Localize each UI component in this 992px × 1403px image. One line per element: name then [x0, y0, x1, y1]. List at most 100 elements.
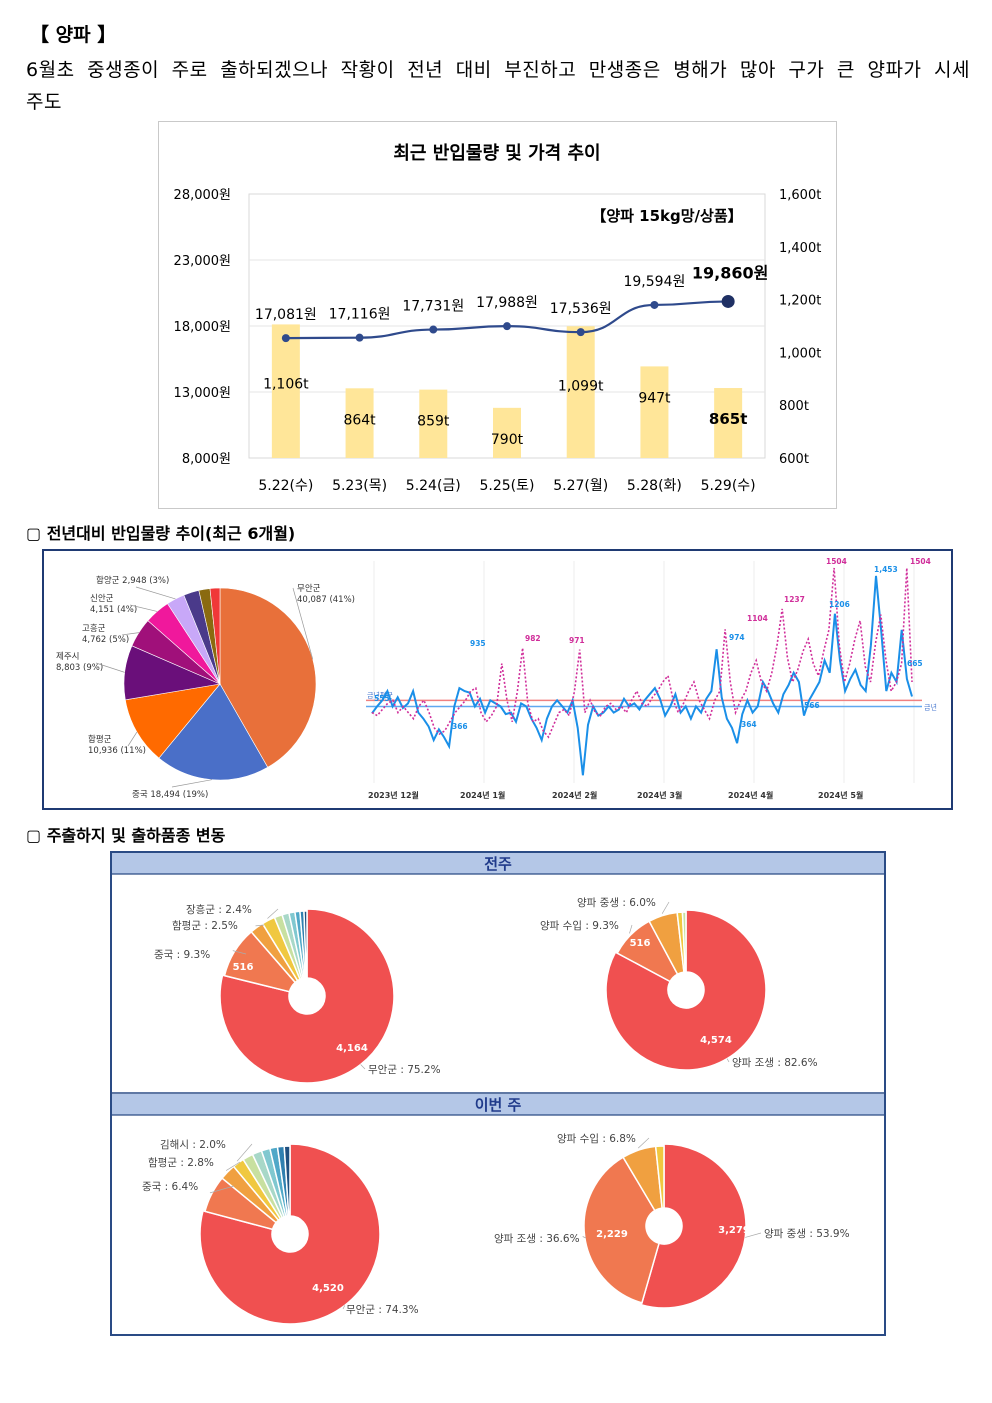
bar — [566, 326, 595, 458]
pie-slice — [124, 683, 221, 759]
pie-label-value: 4,151 (4%) — [90, 605, 137, 615]
donut-leader — [745, 1232, 762, 1238]
bar — [345, 388, 374, 458]
bar-value-label: 865t — [709, 410, 747, 428]
donut-leader — [342, 1305, 346, 1310]
donut-leader — [726, 1058, 730, 1063]
pie-slice — [158, 683, 269, 781]
donut-leader — [225, 1161, 241, 1171]
donut-leader — [661, 901, 670, 914]
category-label: 5.24(금) — [406, 478, 461, 494]
price-label: 17,081원 — [255, 307, 317, 323]
donut-leader — [629, 924, 633, 934]
left-tick-label: 28,000원 — [174, 188, 231, 203]
price-point — [650, 300, 659, 309]
pie-label-name: 제주시 — [56, 652, 79, 662]
line-annotation: 1237 — [784, 595, 805, 604]
donut-leader — [209, 1185, 235, 1194]
yoy-section-heading: ▢ 전년대비 반입물량 추이(최근 6개월) — [26, 524, 296, 543]
donut-label: 양파 수입 : 9.3% — [540, 919, 619, 932]
donut-value-label: 4,164 — [336, 1043, 368, 1054]
donut-value-label: 3,279 — [718, 1225, 750, 1236]
line-annotation: 974 — [729, 633, 745, 642]
donut-label: 장흥군 : 2.4% — [186, 903, 252, 916]
right-tick-label: 1,400t — [779, 241, 821, 256]
right-tick-label: 600t — [779, 452, 809, 467]
donut-label: 양파 중생 : 53.9% — [764, 1228, 850, 1240]
x-tick-label: 2024년 4월 — [728, 790, 773, 800]
yoy-volume-chart: 무안군 40,087 (41%) 중국 18,494 (19%) 함평군 10,936 … — [42, 549, 953, 810]
bar-value-label: 859t — [417, 414, 450, 430]
category-label: 5.25(토) — [480, 478, 535, 494]
reference-label: 금년평균 — [367, 690, 393, 699]
category-label: 5.27(월) — [553, 478, 608, 494]
pie-label-value: 8,803 (9%) — [56, 663, 103, 673]
line-annotation: 665 — [907, 659, 923, 668]
line-annotation: 555 — [374, 694, 390, 703]
pie-label-name: 고흥군 — [82, 623, 106, 634]
donut-leader — [255, 924, 265, 927]
x-tick-label: 2024년 2월 — [552, 790, 597, 800]
left-tick-label: 8,000원 — [182, 452, 231, 467]
left-tick-label: 23,000원 — [174, 254, 231, 269]
donut-slice — [583, 1156, 660, 1304]
donut-slice — [199, 1143, 381, 1325]
price-label: 19,594원 — [623, 274, 685, 290]
donut-slice — [640, 1143, 747, 1309]
bar — [493, 407, 521, 458]
donut-value-label: 516 — [233, 962, 254, 973]
pie-slice — [209, 587, 221, 685]
donut-slice — [219, 908, 395, 1084]
bar — [714, 388, 743, 458]
left-tick-label: 13,000원 — [174, 386, 231, 401]
bar — [640, 366, 669, 458]
donut-leader — [267, 908, 279, 919]
pie-label: 중국 18,494 (19%) — [132, 790, 208, 800]
bar-value-label: 947t — [638, 390, 671, 406]
category-label: 5.23(목) — [332, 478, 387, 494]
donut-value-label: 516 — [630, 938, 651, 949]
donut-leader — [232, 950, 247, 955]
panel-label: 전주 — [484, 855, 512, 873]
donut-slice — [303, 910, 308, 979]
right-tick-label: 800t — [779, 399, 809, 414]
donut-leader — [637, 1137, 650, 1149]
donut-label: 중국 : 9.3% — [154, 949, 210, 961]
pie-leader — [129, 604, 158, 612]
price-point — [503, 322, 511, 331]
pie-label: 함양군 2,948 (3%) — [96, 575, 169, 586]
donut-slice — [681, 911, 687, 973]
pie-label-value: 4,762 (5%) — [82, 635, 129, 645]
donut-label: 양파 조생 : 36.6% — [494, 1233, 580, 1245]
pie-label-value: 10,936 (11%) — [88, 746, 146, 756]
donut-value-label: 2,229 — [596, 1229, 628, 1240]
price-label: 17,116원 — [329, 307, 391, 323]
right-tick-label: 1,000t — [779, 346, 821, 361]
chart-title: 최근 반입물량 및 가격 추이 — [393, 142, 600, 164]
summary-text: 6월초 중생종이 주로 출하되겠으나 작황이 전년 대비 부진하고 만생종은 병… — [26, 59, 970, 113]
line-annotation: 364 — [741, 720, 757, 729]
bar-value-label: 1,099t — [558, 378, 604, 394]
donut-label: 무안군 : 75.2% — [368, 1064, 441, 1076]
section-title: 【 양파 】 — [30, 24, 117, 46]
x-tick-label: 2024년 5월 — [818, 790, 863, 800]
donut-slice — [605, 909, 767, 1071]
price-volume-svg: 최근 반입물량 및 가격 추이 【양파 15kg망/상품】 8,000원 13,000… — [174, 142, 822, 494]
panel-header-this — [112, 1094, 884, 1115]
donut-label: 양파 조생 : 82.6% — [732, 1057, 818, 1069]
line-annotation: 971 — [569, 636, 585, 645]
right-tick-label: 1,600t — [779, 188, 821, 203]
pie-leader — [171, 779, 212, 788]
pie-leader — [292, 587, 314, 660]
donut-label: 중국 : 6.4% — [142, 1181, 198, 1193]
donut-label: 무안군 : 74.3% — [346, 1304, 419, 1316]
category-label: 5.28(화) — [627, 478, 682, 494]
bar — [419, 389, 448, 458]
donut-label: 양파 중생 : 6.0% — [577, 897, 656, 909]
x-tick-label: 2024년 3월 — [637, 790, 682, 800]
donut-value-label: 4,520 — [312, 1283, 344, 1294]
donut-leader — [360, 1064, 366, 1070]
price-label: 19,860원 — [692, 263, 768, 282]
bar-value-label: 864t — [343, 412, 376, 428]
